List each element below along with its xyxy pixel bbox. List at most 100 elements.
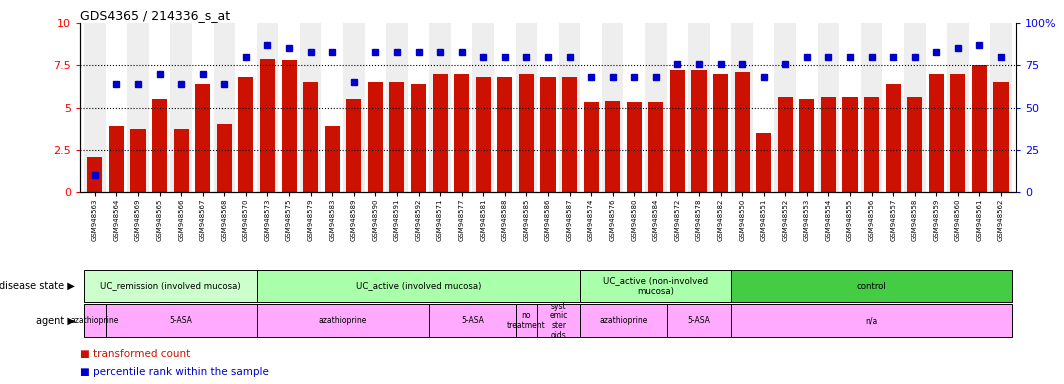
Bar: [454, 74, 469, 192]
Bar: [303, 82, 318, 192]
Bar: [843, 98, 858, 192]
Bar: [583, 103, 599, 192]
Text: disease state ▶: disease state ▶: [0, 281, 74, 291]
Bar: [321, 23, 343, 192]
Bar: [991, 23, 1012, 192]
Bar: [149, 23, 170, 192]
Bar: [346, 99, 362, 192]
Bar: [84, 305, 105, 337]
Bar: [994, 82, 1009, 192]
Bar: [131, 129, 146, 192]
Bar: [386, 23, 408, 192]
Bar: [817, 23, 839, 192]
Bar: [537, 305, 580, 337]
Bar: [796, 23, 817, 192]
Text: azathioprine: azathioprine: [319, 316, 367, 325]
Bar: [494, 23, 516, 192]
Bar: [968, 23, 991, 192]
Text: control: control: [857, 281, 886, 291]
Bar: [908, 98, 922, 192]
Text: 5-ASA: 5-ASA: [687, 316, 711, 325]
Text: GDS4365 / 214336_s_at: GDS4365 / 214336_s_at: [80, 9, 230, 22]
Text: UC_active (involved mucosa): UC_active (involved mucosa): [355, 281, 481, 291]
Bar: [648, 103, 663, 192]
Bar: [128, 23, 149, 192]
Text: ■ transformed count: ■ transformed count: [80, 349, 190, 359]
Bar: [885, 84, 901, 192]
Bar: [152, 99, 167, 192]
Bar: [627, 103, 642, 192]
Bar: [325, 126, 339, 192]
Bar: [692, 70, 706, 192]
Bar: [864, 98, 879, 192]
Bar: [217, 124, 232, 192]
Bar: [256, 305, 429, 337]
Bar: [238, 77, 253, 192]
Bar: [368, 82, 383, 192]
Bar: [710, 23, 731, 192]
Bar: [839, 23, 861, 192]
Bar: [775, 23, 796, 192]
Bar: [971, 65, 987, 192]
Bar: [519, 74, 534, 192]
Bar: [734, 72, 750, 192]
Bar: [214, 23, 235, 192]
Bar: [84, 23, 105, 192]
Bar: [256, 23, 279, 192]
Text: syst
emic
ster
oids: syst emic ster oids: [550, 301, 568, 340]
Bar: [624, 23, 645, 192]
Bar: [411, 84, 426, 192]
Text: no
treatment: no treatment: [508, 311, 546, 330]
Bar: [516, 305, 537, 337]
Text: ■ percentile rank within the sample: ■ percentile rank within the sample: [80, 367, 269, 377]
Bar: [757, 133, 771, 192]
Bar: [688, 23, 710, 192]
Bar: [451, 23, 472, 192]
Bar: [84, 270, 256, 302]
Bar: [170, 23, 192, 192]
Bar: [389, 82, 404, 192]
Text: azathioprine: azathioprine: [599, 316, 648, 325]
Bar: [476, 77, 491, 192]
Bar: [562, 77, 577, 192]
Bar: [279, 23, 300, 192]
Bar: [929, 74, 944, 192]
Bar: [778, 98, 793, 192]
Bar: [260, 58, 276, 192]
Text: UC_remission (involved mucosa): UC_remission (involved mucosa): [100, 281, 240, 291]
Bar: [670, 70, 685, 192]
Bar: [365, 23, 386, 192]
Bar: [731, 305, 1012, 337]
Bar: [408, 23, 429, 192]
Bar: [173, 129, 188, 192]
Bar: [580, 305, 667, 337]
Bar: [645, 23, 667, 192]
Bar: [602, 23, 624, 192]
Bar: [300, 23, 321, 192]
Bar: [731, 270, 1012, 302]
Text: 5-ASA: 5-ASA: [170, 316, 193, 325]
Bar: [256, 270, 580, 302]
Bar: [537, 23, 559, 192]
Bar: [713, 74, 728, 192]
Bar: [105, 23, 128, 192]
Bar: [516, 23, 537, 192]
Text: agent ▶: agent ▶: [35, 316, 74, 326]
Bar: [799, 99, 814, 192]
Bar: [541, 77, 555, 192]
Bar: [109, 126, 124, 192]
Text: 5-ASA: 5-ASA: [461, 316, 484, 325]
Bar: [950, 74, 965, 192]
Bar: [667, 305, 731, 337]
Bar: [343, 23, 365, 192]
Bar: [605, 101, 620, 192]
Bar: [429, 305, 516, 337]
Bar: [282, 60, 297, 192]
Bar: [497, 77, 513, 192]
Bar: [926, 23, 947, 192]
Bar: [580, 23, 602, 192]
Bar: [882, 23, 904, 192]
Bar: [731, 23, 753, 192]
Bar: [820, 98, 836, 192]
Bar: [87, 157, 102, 192]
